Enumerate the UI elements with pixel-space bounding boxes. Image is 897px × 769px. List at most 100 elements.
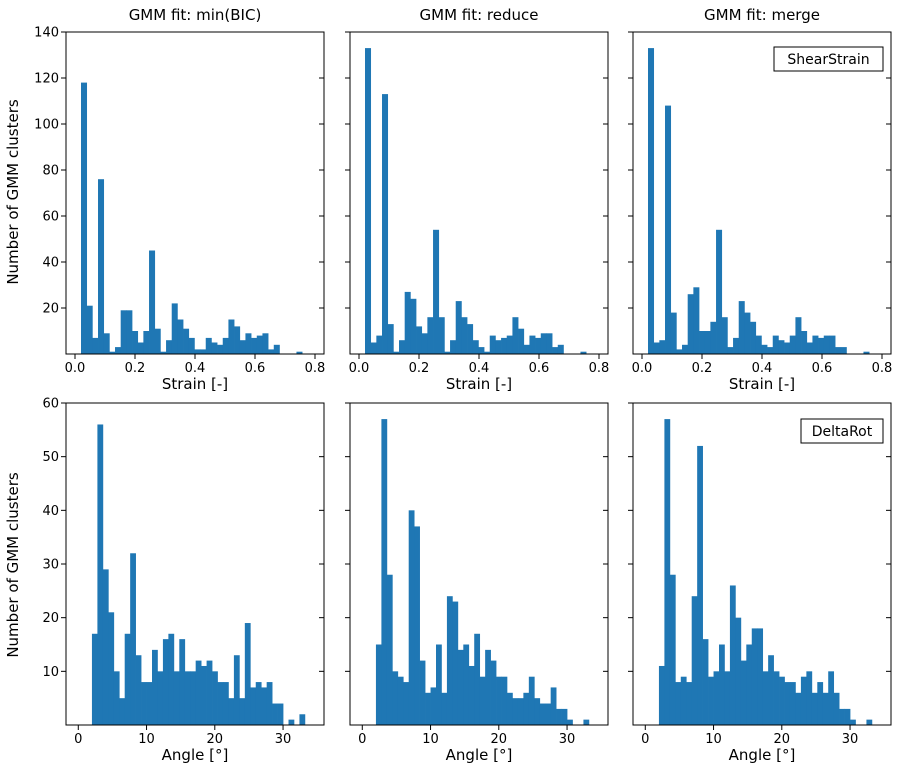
y-tick-label: 60 — [42, 210, 59, 225]
histogram-bar — [255, 682, 262, 725]
histogram-bar — [478, 347, 485, 354]
histogram-bar — [430, 687, 437, 725]
histogram-bar — [866, 719, 873, 725]
histogram-bar — [733, 337, 740, 354]
histogram-bar — [719, 644, 725, 725]
histogram-bar — [416, 326, 423, 354]
histogram-bar — [670, 312, 677, 354]
histogram-bar — [850, 719, 856, 725]
y-tick-label: 140 — [34, 26, 59, 41]
panel-1: 0.0 0.2 0.4 0.6 0.8 GMM fit: reduce Strain [-] — [345, 6, 609, 393]
histogram-bar — [149, 250, 156, 354]
histogram-bar — [245, 333, 252, 354]
histogram-bar — [262, 333, 269, 354]
histogram-bar — [393, 351, 400, 354]
axes-frame — [632, 31, 892, 355]
histogram-bar — [474, 633, 481, 725]
histogram-bar — [724, 671, 731, 725]
histogram-bar — [392, 671, 399, 725]
histogram-bar — [501, 676, 508, 725]
histogram-bar — [200, 349, 207, 354]
histogram-bar — [829, 335, 836, 354]
histogram-bar — [468, 665, 475, 725]
histogram-bar — [414, 526, 420, 725]
histogram-bar — [812, 335, 819, 354]
histogram-bar — [86, 305, 93, 354]
x-tick-label: 20 — [207, 732, 224, 747]
histogram-bar — [702, 639, 709, 725]
x-axis-label: Strain [-] — [446, 375, 512, 393]
histogram-bar — [365, 48, 372, 354]
histogram-bar — [403, 682, 410, 725]
annotation-box — [773, 46, 884, 72]
x-tick-label: 0.0 — [632, 361, 653, 376]
x-tick-label: 0.2 — [692, 361, 713, 376]
histogram-bar — [376, 335, 383, 354]
histogram-bar — [119, 698, 126, 725]
histogram-bar — [261, 687, 268, 725]
x-tick-label: 0.6 — [529, 361, 550, 376]
histogram-bar — [550, 687, 557, 725]
histogram-bar — [457, 649, 464, 725]
histogram-bar — [789, 335, 796, 354]
histogram-bar — [81, 82, 88, 354]
histogram-bar — [370, 342, 377, 354]
histogram-bar — [713, 671, 720, 725]
histogram-bar — [818, 337, 825, 354]
histogram-bar — [523, 692, 530, 725]
histogram-bar — [699, 331, 706, 354]
histogram-bar — [801, 331, 808, 354]
histogram-bar — [166, 340, 173, 354]
histogram-bar — [840, 347, 847, 354]
annotation-box — [800, 418, 884, 444]
histogram-bar — [206, 660, 213, 725]
histogram-bar — [761, 344, 768, 354]
histogram-bar — [381, 419, 388, 725]
histogram-bar — [489, 335, 496, 354]
histogram-bar — [124, 633, 131, 725]
histogram-bar — [567, 719, 573, 725]
x-tick-label: 10 — [705, 732, 722, 747]
panel-2: 0.0 0.2 0.4 0.6 0.8 GMM fit: merge Strain [-] S… — [628, 6, 892, 393]
histogram-bar — [490, 660, 497, 725]
x-tick-label: 10 — [138, 732, 155, 747]
histogram-bar — [152, 649, 158, 725]
histogram-bar — [212, 671, 218, 725]
histogram-bar — [512, 317, 519, 354]
x-axis-label: Strain [-] — [162, 375, 228, 393]
histogram-bar — [472, 340, 479, 354]
x-axis-label: Angle [°] — [446, 746, 513, 764]
histogram-bar — [721, 317, 728, 354]
histogram-bar — [757, 628, 764, 725]
panel-3: 0 10 20 30 10 20 30 40 50 60 Angle [°] — [42, 397, 325, 764]
y-tick-label: 20 — [42, 302, 59, 317]
panel-5: 0 10 20 30 Angle [°] DeltaRot — [628, 402, 892, 764]
panel-title: GMM fit: reduce — [420, 6, 539, 24]
histogram-bar — [201, 665, 207, 725]
ylabel-top-row: Number of GMM clusters — [4, 99, 22, 285]
histogram-bar — [120, 310, 127, 354]
histogram-bar — [512, 698, 519, 725]
histogram-bar — [561, 708, 568, 725]
histogram-bar — [177, 319, 184, 354]
histogram-bar — [109, 351, 116, 354]
histogram-bar — [387, 324, 394, 354]
ylabel-bottom-row: Number of GMM clusters — [4, 472, 22, 658]
histogram-bar — [141, 682, 147, 725]
histogram-bar — [425, 692, 431, 725]
histogram-bar — [738, 301, 745, 354]
x-tick-label: 30 — [842, 732, 859, 747]
histogram-bar — [687, 294, 694, 354]
y-tick-label: 100 — [34, 118, 59, 133]
x-tick-label: 0.0 — [349, 361, 370, 376]
x-axis-label: Strain [-] — [729, 375, 795, 393]
histogram-bar — [421, 333, 428, 354]
histogram-bar — [168, 633, 175, 725]
histogram-bar — [479, 676, 486, 725]
histogram-bar — [438, 317, 445, 354]
histogram-bar — [517, 698, 524, 725]
y-tick-label: 30 — [42, 558, 59, 573]
histogram-bar — [375, 644, 382, 725]
histogram-bar — [710, 321, 717, 354]
